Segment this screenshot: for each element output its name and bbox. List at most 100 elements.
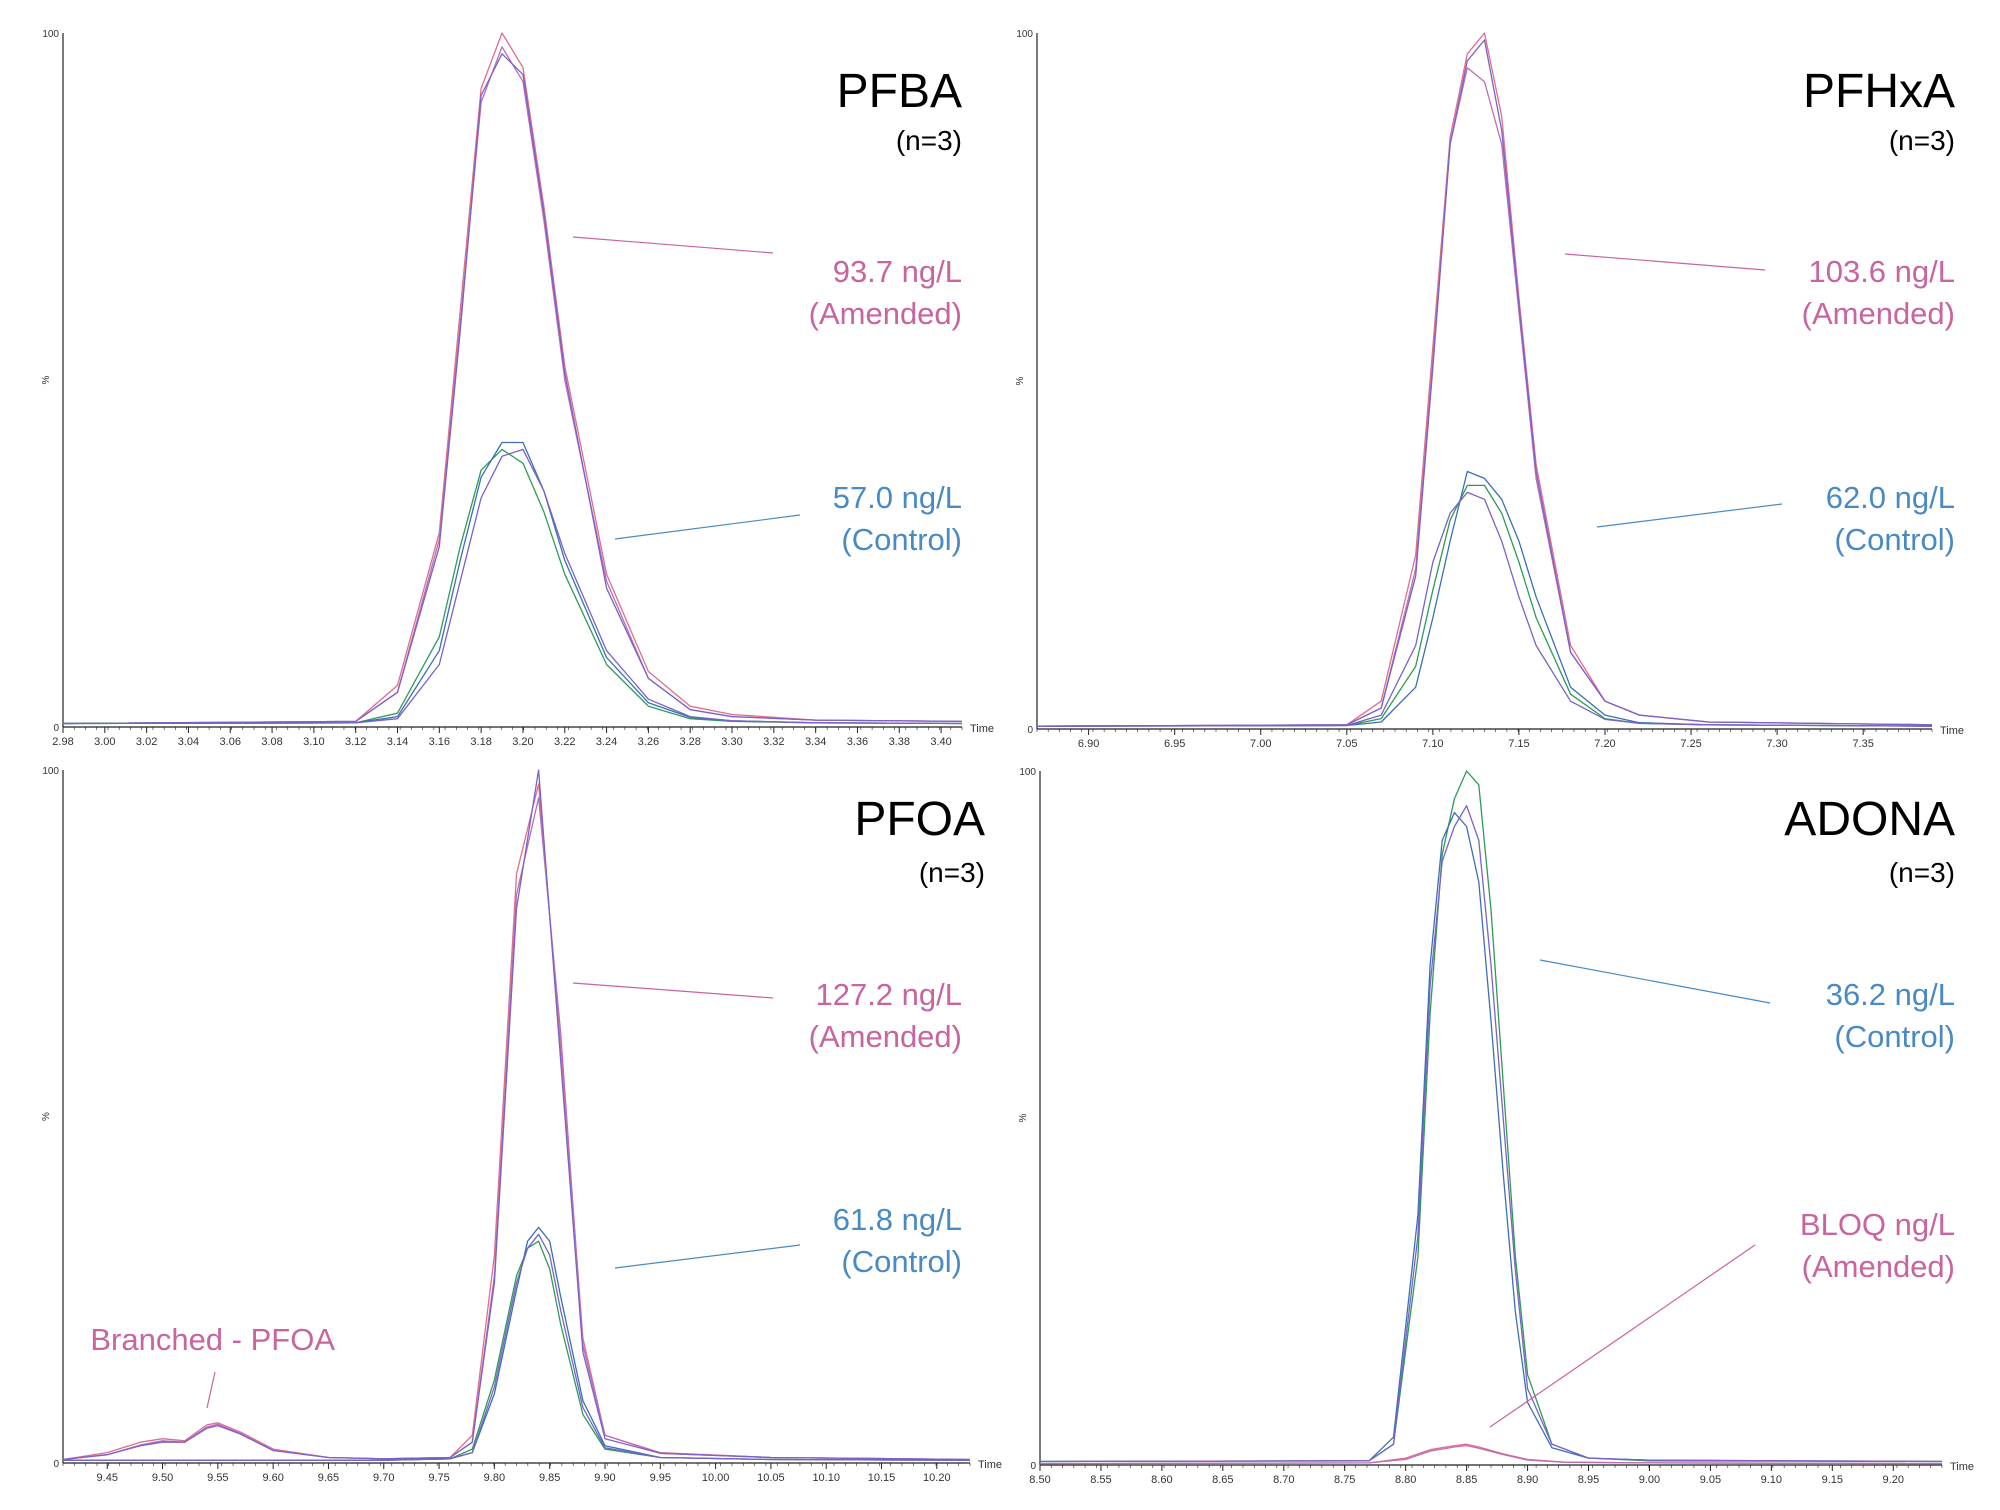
- pfoa-annotation-leader-line: [572, 982, 774, 999]
- adona-control-trace: [1039, 811, 1943, 1463]
- pfhxa-annotation-label: 62.0 ng/L (Control): [1826, 480, 1955, 557]
- pfoa-x-tick-label: 9.65: [318, 1472, 339, 1484]
- adona-x-tick-label: 9.10: [1761, 1474, 1782, 1486]
- pfhxa-annotation-leader-line: [1596, 503, 1783, 528]
- pfoa-x-tick-label: 9.70: [373, 1472, 394, 1484]
- pfba-annotation-label: 57.0 ng/L (Control): [833, 480, 962, 557]
- adona-annotation-line: BLOQ ng/L: [1800, 1207, 1955, 1242]
- adona-annotation-line: (Control): [1834, 1019, 1955, 1054]
- pfhxa-annotation-line: (Amended): [1802, 296, 1955, 331]
- pfoa-annotation-leader-line: [206, 1371, 216, 1409]
- pfba-x-tick-label: 3.00: [94, 736, 115, 748]
- adona-x-tick-label: 8.95: [1578, 1474, 1599, 1486]
- pfoa-annotation-line: Branched - PFOA: [90, 1322, 335, 1357]
- pfba-x-tick-label: 3.30: [721, 736, 742, 748]
- pfhxa-control-trace: [1036, 491, 1933, 727]
- pfhxa-x-tick-label: 7.15: [1508, 738, 1529, 750]
- pfba-control-trace: [62, 448, 963, 725]
- pfba-x-tick-label: 3.36: [847, 736, 868, 748]
- adona-n-label: (n=3): [1889, 857, 1955, 888]
- pfba-annotation-line: (Amended): [809, 296, 962, 331]
- adona-y-tick-label: 0: [1030, 1461, 1036, 1472]
- pfoa-x-tick-label: 10.00: [702, 1472, 730, 1484]
- pfba-control-trace: [62, 448, 963, 725]
- pfba-x-tick-label: 3.20: [512, 736, 533, 748]
- adona-x-tick-label: 8.60: [1151, 1474, 1172, 1486]
- pfoa-x-tick-label: 9.80: [484, 1472, 505, 1484]
- adona-x-tick-label: 9.20: [1883, 1474, 1904, 1486]
- pfhxa-x-tick-label: 7.00: [1250, 738, 1271, 750]
- pfba-x-tick-label: 3.40: [930, 736, 951, 748]
- adona-annotation-line: (Amended): [1802, 1249, 1955, 1284]
- pfhxa-annotation-leader-line: [1564, 253, 1766, 271]
- adona-annotation-label: 36.2 ng/L (Control): [1826, 977, 1955, 1054]
- pfba-annotation-line: (Control): [841, 522, 962, 557]
- pfhxa-panel: 100 0% 6.90 6.95 7.00 7.05 7.10 7.15 7.20 7.25 7.3…: [1015, 29, 1964, 750]
- pfhxa-amended-trace: [1036, 39, 1933, 727]
- pfoa-amended-trace: [62, 769, 971, 1461]
- adona-annotation-line: 36.2 ng/L: [1826, 977, 1955, 1012]
- adona-annotation-label: BLOQ ng/L (Amended): [1800, 1207, 1955, 1284]
- pfhxa-annotation-label: 103.6 ng/L (Amended): [1802, 254, 1955, 331]
- pfoa-annotation-label: 127.2 ng/L (Amended): [809, 977, 962, 1054]
- pfba-x-tick-label: 2.98: [52, 736, 73, 748]
- adona-x-tick-label: 8.50: [1029, 1474, 1050, 1486]
- pfba-x-tick-label: 3.22: [554, 736, 575, 748]
- pfba-y-tick-label: 0: [53, 723, 59, 734]
- pfba-x-tick-label: 3.24: [596, 736, 617, 748]
- pfhxa-x-tick-label: 7.30: [1766, 738, 1787, 750]
- pfoa-annotation-line: (Amended): [809, 1019, 962, 1054]
- pfba-panel: 100 0% 2.98 3.00 3.02 3.04 3.06 3.08 3.10 3.12 3.1…: [41, 29, 994, 748]
- pfoa-title: PFOA: [854, 793, 985, 846]
- pfba-x-tick-label: 3.06: [220, 736, 241, 748]
- adona-x-tick-label: 8.90: [1517, 1474, 1538, 1486]
- adona-annotation-leader-line: [1489, 1244, 1756, 1428]
- pfba-x-tick-label: 3.14: [387, 736, 408, 748]
- pfhxa-title: PFHxA: [1803, 65, 1955, 118]
- pfhxa-control-trace: [1036, 470, 1933, 727]
- pfoa-x-axis-unit-label: Time: [978, 1459, 1002, 1471]
- pfoa-x-tick-label: 9.60: [262, 1472, 283, 1484]
- pfhxa-x-tick-label: 6.90: [1078, 738, 1099, 750]
- pfhxa-x-tick-label: 7.35: [1852, 738, 1873, 750]
- pfhxa-n-label: (n=3): [1889, 125, 1955, 156]
- adona-y-tick-label: 100: [1019, 767, 1036, 778]
- pfhxa-y-tick-label: 100: [1016, 29, 1033, 40]
- pfoa-control-trace: [63, 1233, 971, 1461]
- pfoa-annotation-label: Branched - PFOA: [90, 1322, 335, 1357]
- pfoa-annotation-label: 61.8 ng/L (Control): [833, 1202, 962, 1279]
- pfoa-x-tick-label: 9.50: [152, 1472, 173, 1484]
- adona-annotation-leader-line: [1539, 959, 1771, 1004]
- pfba-amended-trace: [62, 32, 963, 725]
- pfba-annotation-label: 93.7 ng/L (Amended): [809, 254, 962, 331]
- pfoa-n-label: (n=3): [919, 857, 985, 888]
- pfoa-x-tick-label: 9.90: [594, 1472, 615, 1484]
- adona-amended-trace: [1039, 1444, 1943, 1465]
- pfoa-x-tick-label: 10.20: [923, 1472, 951, 1484]
- pfba-x-tick-label: 3.04: [178, 736, 199, 748]
- adona-x-tick-label: 8.65: [1212, 1474, 1233, 1486]
- pfba-x-tick-label: 3.08: [261, 736, 282, 748]
- pfoa-x-tick-label: 10.10: [812, 1472, 840, 1484]
- pfba-x-tick-label: 3.32: [763, 736, 784, 748]
- pfhxa-y-tick-label: 0: [1027, 725, 1033, 736]
- pfba-x-tick-label: 3.26: [638, 736, 659, 748]
- adona-panel: 100 0% 8.50 8.55 8.60 8.65 8.70 8.75 8.80 8.85 8.9…: [1018, 767, 1974, 1486]
- pfba-annotation-leader-line: [614, 514, 801, 540]
- adona-x-tick-label: 9.15: [1822, 1474, 1843, 1486]
- pfoa-x-tick-label: 9.55: [207, 1472, 228, 1484]
- pfba-x-tick-label: 3.18: [470, 736, 491, 748]
- pfba-x-tick-label: 3.28: [679, 736, 700, 748]
- pfoa-y-tick-label: 0: [53, 1459, 59, 1470]
- pfba-x-tick-label: 3.16: [429, 736, 450, 748]
- pfba-x-axis-unit-label: Time: [970, 723, 994, 735]
- pfhxa-x-tick-label: 7.10: [1422, 738, 1443, 750]
- pfba-x-tick-label: 3.10: [303, 736, 324, 748]
- adona-x-tick-label: 8.70: [1273, 1474, 1294, 1486]
- pfoa-x-tick-label: 9.45: [97, 1472, 118, 1484]
- pfba-x-tick-label: 3.02: [136, 736, 157, 748]
- pfoa-panel: 100 0% 9.45 9.50 9.55 9.60 9.65 9.70 9.75 9.80 9.8…: [41, 766, 1002, 1484]
- pfba-y-axis-label: %: [41, 375, 52, 384]
